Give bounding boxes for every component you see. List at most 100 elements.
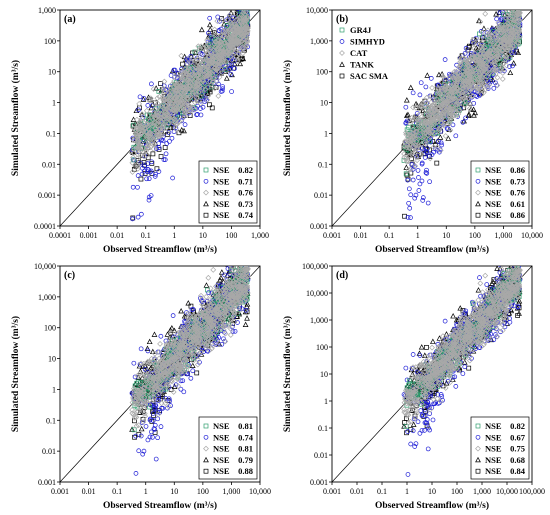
nse-legend-marker <box>475 189 481 196</box>
y-tick-label: 1,000 <box>38 6 56 15</box>
y-tick-label: 0.001 <box>310 222 328 231</box>
data-point <box>191 106 198 113</box>
data-point <box>236 10 240 11</box>
data-point <box>172 94 178 101</box>
data-point <box>244 3 249 8</box>
data-point <box>134 155 141 162</box>
data-point <box>130 137 137 144</box>
data-point <box>466 111 472 117</box>
chart-panel: 0.001 0.01 0.1 1 10 100 1,000 10,0000.0010.010.… <box>10 258 271 511</box>
data-point <box>437 92 444 99</box>
data-point <box>510 60 517 66</box>
data-point <box>487 69 493 76</box>
nse-label: NSE <box>485 199 502 209</box>
data-point <box>416 102 423 109</box>
data-point <box>239 258 244 262</box>
data-point <box>233 29 240 36</box>
data-point <box>501 36 507 43</box>
x-tick-label: 1,000 <box>494 231 512 240</box>
data-point <box>507 64 512 69</box>
data-point <box>415 119 421 126</box>
data-point <box>437 134 444 140</box>
x-axis-label: Observed Streamflow (m³/s) <box>103 244 217 255</box>
data-point <box>204 84 211 91</box>
data-point <box>164 331 171 337</box>
data-point <box>145 144 152 151</box>
data-point <box>137 151 144 158</box>
data-point <box>405 167 412 173</box>
data-point <box>510 24 516 31</box>
data-point <box>428 75 434 81</box>
data-point <box>244 315 250 321</box>
data-point <box>503 53 509 60</box>
data-point <box>414 144 421 151</box>
data-point <box>469 79 475 86</box>
data-point <box>516 34 523 40</box>
data-point <box>241 3 246 7</box>
data-point <box>207 46 214 53</box>
x-tick-label: 0.001 <box>323 231 341 240</box>
data-point <box>235 2 240 6</box>
data-point <box>237 266 244 267</box>
data-point <box>516 22 522 29</box>
data-point <box>406 200 412 206</box>
y-tick-label: 1 <box>324 129 328 138</box>
y-tick-label: 0.1 <box>46 129 56 138</box>
data-point <box>506 38 512 45</box>
data-point <box>450 89 456 96</box>
data-point <box>170 175 175 181</box>
data-point <box>406 124 412 130</box>
data-point <box>415 142 422 148</box>
data-point <box>178 78 185 85</box>
data-point <box>204 97 211 103</box>
data-point <box>179 101 185 108</box>
data-point <box>404 130 411 137</box>
data-point <box>182 122 188 127</box>
data-point <box>510 30 517 37</box>
data-point <box>471 112 477 118</box>
data-point <box>419 161 425 167</box>
data-point <box>420 133 427 140</box>
data-point <box>431 107 437 114</box>
nse-legend-marker <box>203 167 209 173</box>
data-point <box>146 129 153 135</box>
data-point <box>151 331 158 337</box>
data-point <box>451 105 458 112</box>
data-point <box>480 65 487 72</box>
data-point <box>171 116 178 123</box>
data-point <box>434 90 441 97</box>
data-point <box>143 132 150 139</box>
data-point <box>413 192 419 198</box>
data-point <box>217 39 224 46</box>
data-point <box>160 85 167 92</box>
data-point <box>155 129 161 136</box>
data-point <box>153 171 158 177</box>
data-point <box>169 97 176 104</box>
data-point <box>229 43 235 50</box>
data-point <box>418 141 425 148</box>
data-point <box>443 88 450 95</box>
data-point <box>456 54 463 61</box>
data-point <box>149 122 156 129</box>
nse-value: 0.73 <box>238 199 253 209</box>
data-point <box>156 169 162 174</box>
data-point <box>184 95 191 102</box>
data-point <box>240 2 245 7</box>
data-point <box>198 106 203 111</box>
data-point <box>440 121 447 128</box>
data-point <box>442 57 448 62</box>
data-point <box>220 33 227 39</box>
data-point <box>494 82 501 89</box>
data-point <box>181 313 188 319</box>
data-point <box>439 101 446 108</box>
x-tick-label: 10 <box>170 487 178 496</box>
data-point <box>450 96 456 103</box>
data-point <box>469 39 475 46</box>
data-point <box>235 4 239 8</box>
data-point <box>482 10 489 17</box>
data-point <box>505 1 510 5</box>
data-point <box>509 51 515 58</box>
data-point <box>446 112 452 119</box>
data-point <box>499 10 505 15</box>
data-point <box>203 42 210 49</box>
